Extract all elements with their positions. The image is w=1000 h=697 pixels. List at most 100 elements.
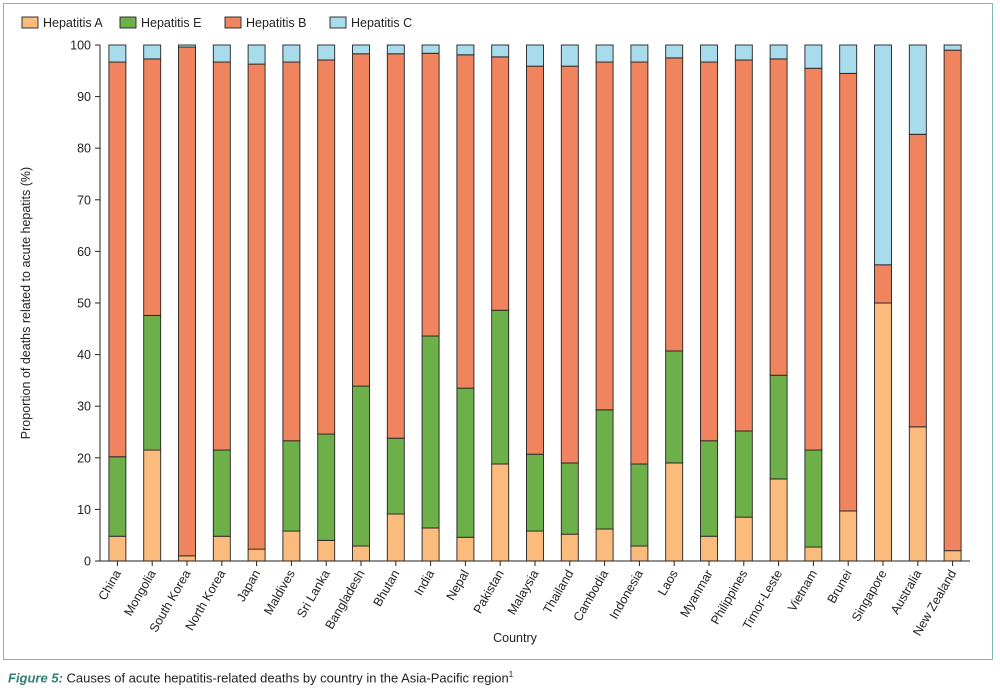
bar-hepatitis-e-india [421,335,440,529]
bar-hepatitis-a-bhutan [386,513,405,562]
bar-hepatitis-c-timor-leste [769,44,788,60]
x-tick-label: Myanmar [677,568,715,620]
bar-hepatitis-c-philippines [734,44,753,61]
bar-hepatitis-b-japan [247,63,266,550]
x-tick-label: Australia [888,567,924,616]
y-tick-label: 40 [77,348,91,362]
x-tick-label: Bhutan [370,567,402,608]
bar-hepatitis-b-bhutan [386,53,405,439]
x-tick-label: Thailand [540,567,576,616]
x-tick-label: Singapore [849,567,890,623]
bar-hepatitis-c-vietnam [804,44,823,69]
bar-hepatitis-c-brunei [839,44,858,74]
bar-hepatitis-c-maldives [282,44,301,63]
bar-hepatitis-e-cambodia [595,409,614,530]
bar-hepatitis-e-sri-lanka [317,433,336,541]
x-tick-label: Cambodia [571,567,612,623]
bar-hepatitis-a-south-korea [178,555,196,562]
bar-hepatitis-a-malaysia [526,530,544,562]
bar-hepatitis-a-indonesia [630,545,649,562]
bar-hepatitis-c-singapore [874,44,892,266]
legend-label: Hepatitis C [351,16,412,30]
bar-hepatitis-e-indonesia [630,463,649,547]
bar-hepatitis-b-nepal [456,54,475,389]
bar-hepatitis-c-sri-lanka [317,44,336,61]
caption-superscript: 1 [508,670,514,679]
legend-label: Hepatitis A [43,16,103,30]
x-tick-label: Laos [655,568,681,598]
y-tick-label: 80 [77,142,91,156]
figure-frame [3,3,993,660]
bar-hepatitis-b-singapore [874,264,892,304]
bar-hepatitis-b-malaysia [526,65,544,455]
bar-hepatitis-c-new-zealand [943,44,962,51]
bar-hepatitis-a-australia [908,426,927,562]
y-tick-label: 30 [77,400,91,414]
y-tick-label: 20 [77,451,91,465]
bar-hepatitis-b-pakistan [491,56,510,311]
bar-hepatitis-b-south-korea [178,46,196,557]
bar-hepatitis-a-cambodia [595,528,614,562]
x-tick-label: China [96,567,124,602]
y-tick-label: 10 [77,503,91,517]
bar-hepatitis-e-north-korea [212,449,231,537]
bar-hepatitis-a-bangladesh [352,545,370,562]
bar-hepatitis-c-laos [665,44,684,59]
bar-hepatitis-c-mongolia [143,44,162,60]
y-tick-label: 70 [77,193,91,207]
bar-hepatitis-e-china [108,456,127,537]
x-tick-label: Malaysia [505,567,542,617]
bar-hepatitis-a-laos [665,462,684,562]
bar-hepatitis-a-maldives [282,530,301,562]
bar-hepatitis-b-indonesia [630,61,649,465]
bar-hepatitis-b-australia [908,133,927,428]
bar-hepatitis-a-nepal [456,536,475,562]
y-tick-label: 90 [77,90,91,104]
bar-hepatitis-c-malaysia [526,44,544,67]
x-tick-label: Nepal [444,568,472,603]
bar-hepatitis-b-india [421,52,440,337]
caption-text: Causes of acute hepatitis-related deaths… [62,670,509,686]
bar-hepatitis-c-thailand [560,44,579,67]
x-axis-label: Country [493,631,538,645]
legend-swatch [329,16,347,29]
y-tick-label: 0 [84,555,91,569]
y-tick-label: 50 [77,297,91,311]
bar-hepatitis-c-bhutan [386,44,405,55]
bar-hepatitis-c-indonesia [630,44,649,63]
bar-hepatitis-a-north-korea [212,535,231,562]
bar-hepatitis-e-bangladesh [352,385,370,547]
bar-hepatitis-a-mongolia [143,449,162,562]
bar-hepatitis-b-new-zealand [943,49,962,552]
x-tick-label: Japan [234,567,263,604]
x-tick-label: Indonesia [607,567,646,621]
bar-hepatitis-c-north-korea [212,44,231,63]
bar-hepatitis-a-japan [247,548,266,562]
bar-hepatitis-b-myanmar [700,61,718,442]
bar-hepatitis-a-brunei [839,510,858,562]
bar-hepatitis-e-thailand [560,462,579,535]
bar-hepatitis-b-china [108,61,127,458]
legend-label: Hepatitis B [246,16,306,30]
y-tick-label: 100 [70,39,91,53]
bar-hepatitis-c-myanmar [700,44,718,63]
bar-hepatitis-b-bangladesh [352,53,370,387]
bar-hepatitis-b-north-korea [212,61,231,451]
bar-hepatitis-c-india [421,44,440,54]
legend-swatch [21,16,39,29]
bar-hepatitis-c-japan [247,44,266,65]
figure-caption: Figure 5: Causes of acute hepatitis-rela… [8,670,513,685]
bar-hepatitis-c-cambodia [595,44,614,63]
bar-hepatitis-b-thailand [560,65,579,464]
bar-hepatitis-c-pakistan [491,44,510,58]
bar-hepatitis-e-malaysia [526,453,544,532]
y-tick-label: 60 [77,245,91,259]
bar-hepatitis-b-mongolia [143,58,162,316]
bar-hepatitis-b-philippines [734,59,753,432]
x-tick-label: India [412,567,438,598]
bar-hepatitis-b-brunei [839,72,858,512]
bar-hepatitis-e-myanmar [700,440,718,537]
x-tick-label: Sri Lanka [294,567,333,620]
legend-swatch [224,16,242,29]
bar-hepatitis-b-vietnam [804,67,823,451]
